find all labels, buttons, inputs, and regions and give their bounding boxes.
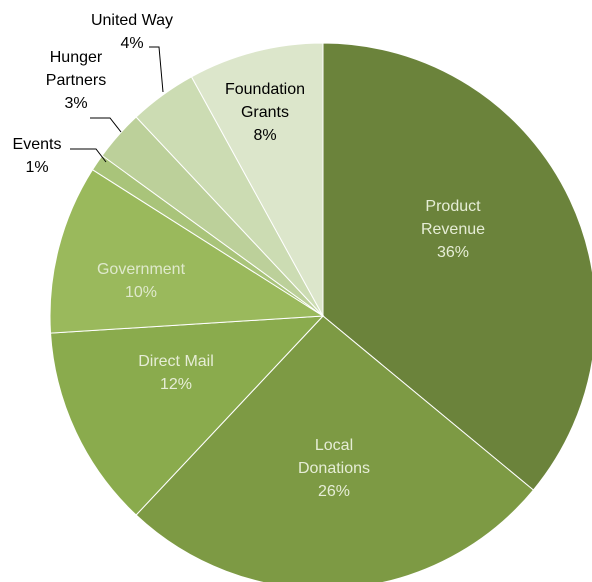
- slice-name-label: Events: [13, 136, 62, 153]
- pie-slice-product-revenue: [322, 42, 592, 491]
- slice-percent-label: 36%: [437, 244, 469, 261]
- slice-label-direct-mail: Direct Mail 12%: [138, 353, 214, 393]
- slice-name-label: Revenue: [421, 221, 485, 238]
- leader-lines: [70, 46, 164, 163]
- slice-label-hunger-partners: Hunger Partners 3%: [46, 49, 106, 112]
- leader-line-hunger-partners: [90, 117, 122, 133]
- pie-slice-foundation-grants: [190, 42, 324, 317]
- slice-percent-label: 12%: [160, 376, 192, 393]
- slice-name-label: Donations: [298, 460, 370, 477]
- slice-name-label: Local: [315, 437, 353, 454]
- slice-name-label: Product: [425, 198, 481, 215]
- slice-percent-label: 1%: [25, 159, 48, 176]
- slice-percent-label: 4%: [120, 35, 143, 52]
- slice-label-local-donations: Local Donations 26%: [298, 437, 370, 500]
- slice-name-label: Direct Mail: [138, 353, 214, 370]
- slice-percent-label: 10%: [125, 284, 157, 301]
- slice-name-label: Hunger: [50, 49, 103, 66]
- slice-label-foundation-grants: Foundation Grants 8%: [225, 81, 305, 144]
- slice-labels: Product Revenue 36% Local Donations 26% Direct…: [13, 12, 486, 500]
- slice-percent-label: 26%: [318, 483, 350, 500]
- pie-slice-direct-mail: [50, 315, 325, 516]
- slice-label-united-way: United Way 4%: [91, 12, 173, 52]
- pie-slice-government: [49, 169, 325, 334]
- slice-label-events: Events 1%: [13, 136, 62, 176]
- slice-name-label: Foundation: [225, 81, 305, 98]
- slice-percent-label: 8%: [253, 127, 276, 144]
- slice-name-label: Grants: [241, 104, 289, 121]
- slice-name-label: United Way: [91, 12, 173, 29]
- slice-name-label: Partners: [46, 72, 106, 89]
- slice-label-product-revenue: Product Revenue 36%: [421, 198, 485, 261]
- slice-label-government: Government 10%: [97, 261, 186, 301]
- pie-slice-local-donations: [135, 315, 535, 582]
- pie-slices: [49, 42, 592, 582]
- slice-percent-label: 3%: [64, 95, 87, 112]
- slice-name-label: Government: [97, 261, 186, 278]
- leader-line-united-way: [149, 46, 164, 93]
- leader-line-events: [70, 148, 107, 163]
